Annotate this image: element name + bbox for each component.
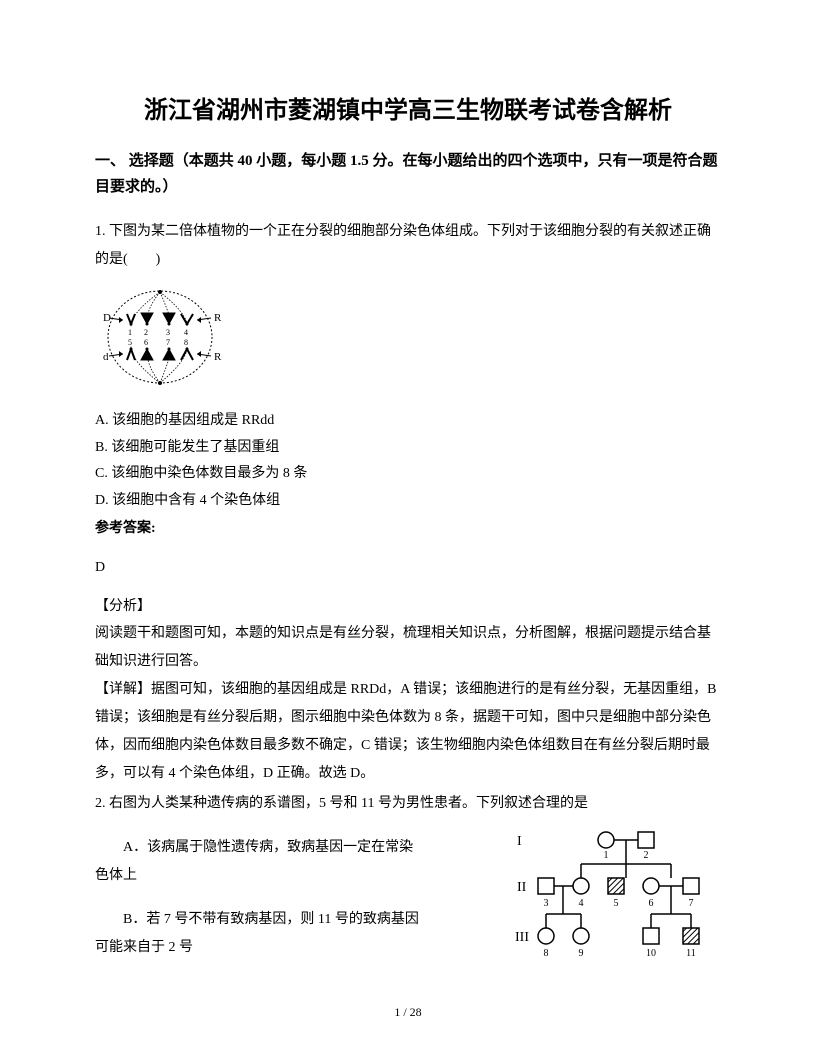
svg-text:5: 5 [614, 898, 619, 909]
svg-text:III: III [515, 930, 529, 945]
svg-text:3: 3 [544, 898, 549, 909]
svg-text:4: 4 [579, 898, 584, 909]
svg-text:2: 2 [144, 328, 148, 337]
svg-text:7: 7 [166, 338, 170, 347]
svg-text:I: I [517, 834, 522, 849]
page-title: 浙江省湖州市菱湖镇中学高三生物联考试卷含解析 [95, 90, 721, 125]
svg-text:2: 2 [644, 850, 649, 861]
q1-option-d: D. 该细胞中含有 4 个染色体组 [95, 488, 721, 515]
label-d: d [103, 351, 109, 363]
q2-stem: 2. 右图为人类某种遗传病的系谱图，5 号和 11 号为男性患者。下列叙述合理的… [95, 790, 721, 818]
svg-text:II: II [517, 880, 527, 895]
answer-label: 参考答案: [95, 516, 721, 543]
svg-text:4: 4 [184, 328, 188, 337]
q1-option-a: A. 该细胞的基因组成是 RRdd [95, 408, 721, 435]
analysis-intro: 阅读题干和题图可知，本题的知识点是有丝分裂，梳理相关知识点，分析图解，根据问题提… [95, 620, 721, 676]
svg-text:6: 6 [649, 898, 654, 909]
svg-text:3: 3 [166, 328, 170, 337]
q1-option-c: C. 该细胞中染色体数目最多为 8 条 [95, 461, 721, 488]
q1-stem: 1. 下图为某二倍体植物的一个正在分裂的细胞部分染色体组成。下列对于该细胞分裂的… [95, 218, 721, 274]
svg-text:8: 8 [544, 948, 549, 959]
svg-text:11: 11 [686, 948, 696, 959]
analysis-label: 【分析】 [95, 594, 721, 621]
analysis-detail: 【详解】据图可知，该细胞的基因组成是 RRDd，A 错误；该细胞进行的是有丝分裂… [95, 676, 721, 788]
svg-text:5: 5 [128, 338, 132, 347]
pedigree-diagram: I II III 1 2 3 4 5 6 7 8 9 10 11 [511, 820, 721, 975]
svg-text:1: 1 [604, 850, 609, 861]
label-R-top: R [214, 312, 222, 324]
svg-text:9: 9 [579, 948, 584, 959]
section-header: 一、 选择题（本题共 40 小题，每小题 1.5 分。在每小题给出的四个选项中，… [95, 149, 721, 200]
page-number: 1 / 28 [0, 1005, 816, 1020]
svg-text:10: 10 [646, 948, 656, 959]
q1-answer: D [95, 555, 721, 582]
svg-text:6: 6 [144, 338, 148, 347]
svg-text:1: 1 [128, 328, 132, 337]
svg-text:8: 8 [184, 338, 188, 347]
q1-option-b: B. 该细胞可能发生了基因重组 [95, 435, 721, 462]
svg-text:7: 7 [689, 898, 694, 909]
q2-option-a: A．该病属于隐性遗传病，致病基因一定在常染色体上 [95, 834, 425, 890]
label-D: D [103, 312, 111, 324]
q2-option-b: B．若 7 号不带有致病基因，则 11 号的致病基因可能来自于 2 号 [95, 906, 425, 962]
q1-cell-diagram: D R d R 1 2 3 4 5 6 7 8 [95, 280, 721, 400]
label-R-bot: R [214, 351, 222, 363]
